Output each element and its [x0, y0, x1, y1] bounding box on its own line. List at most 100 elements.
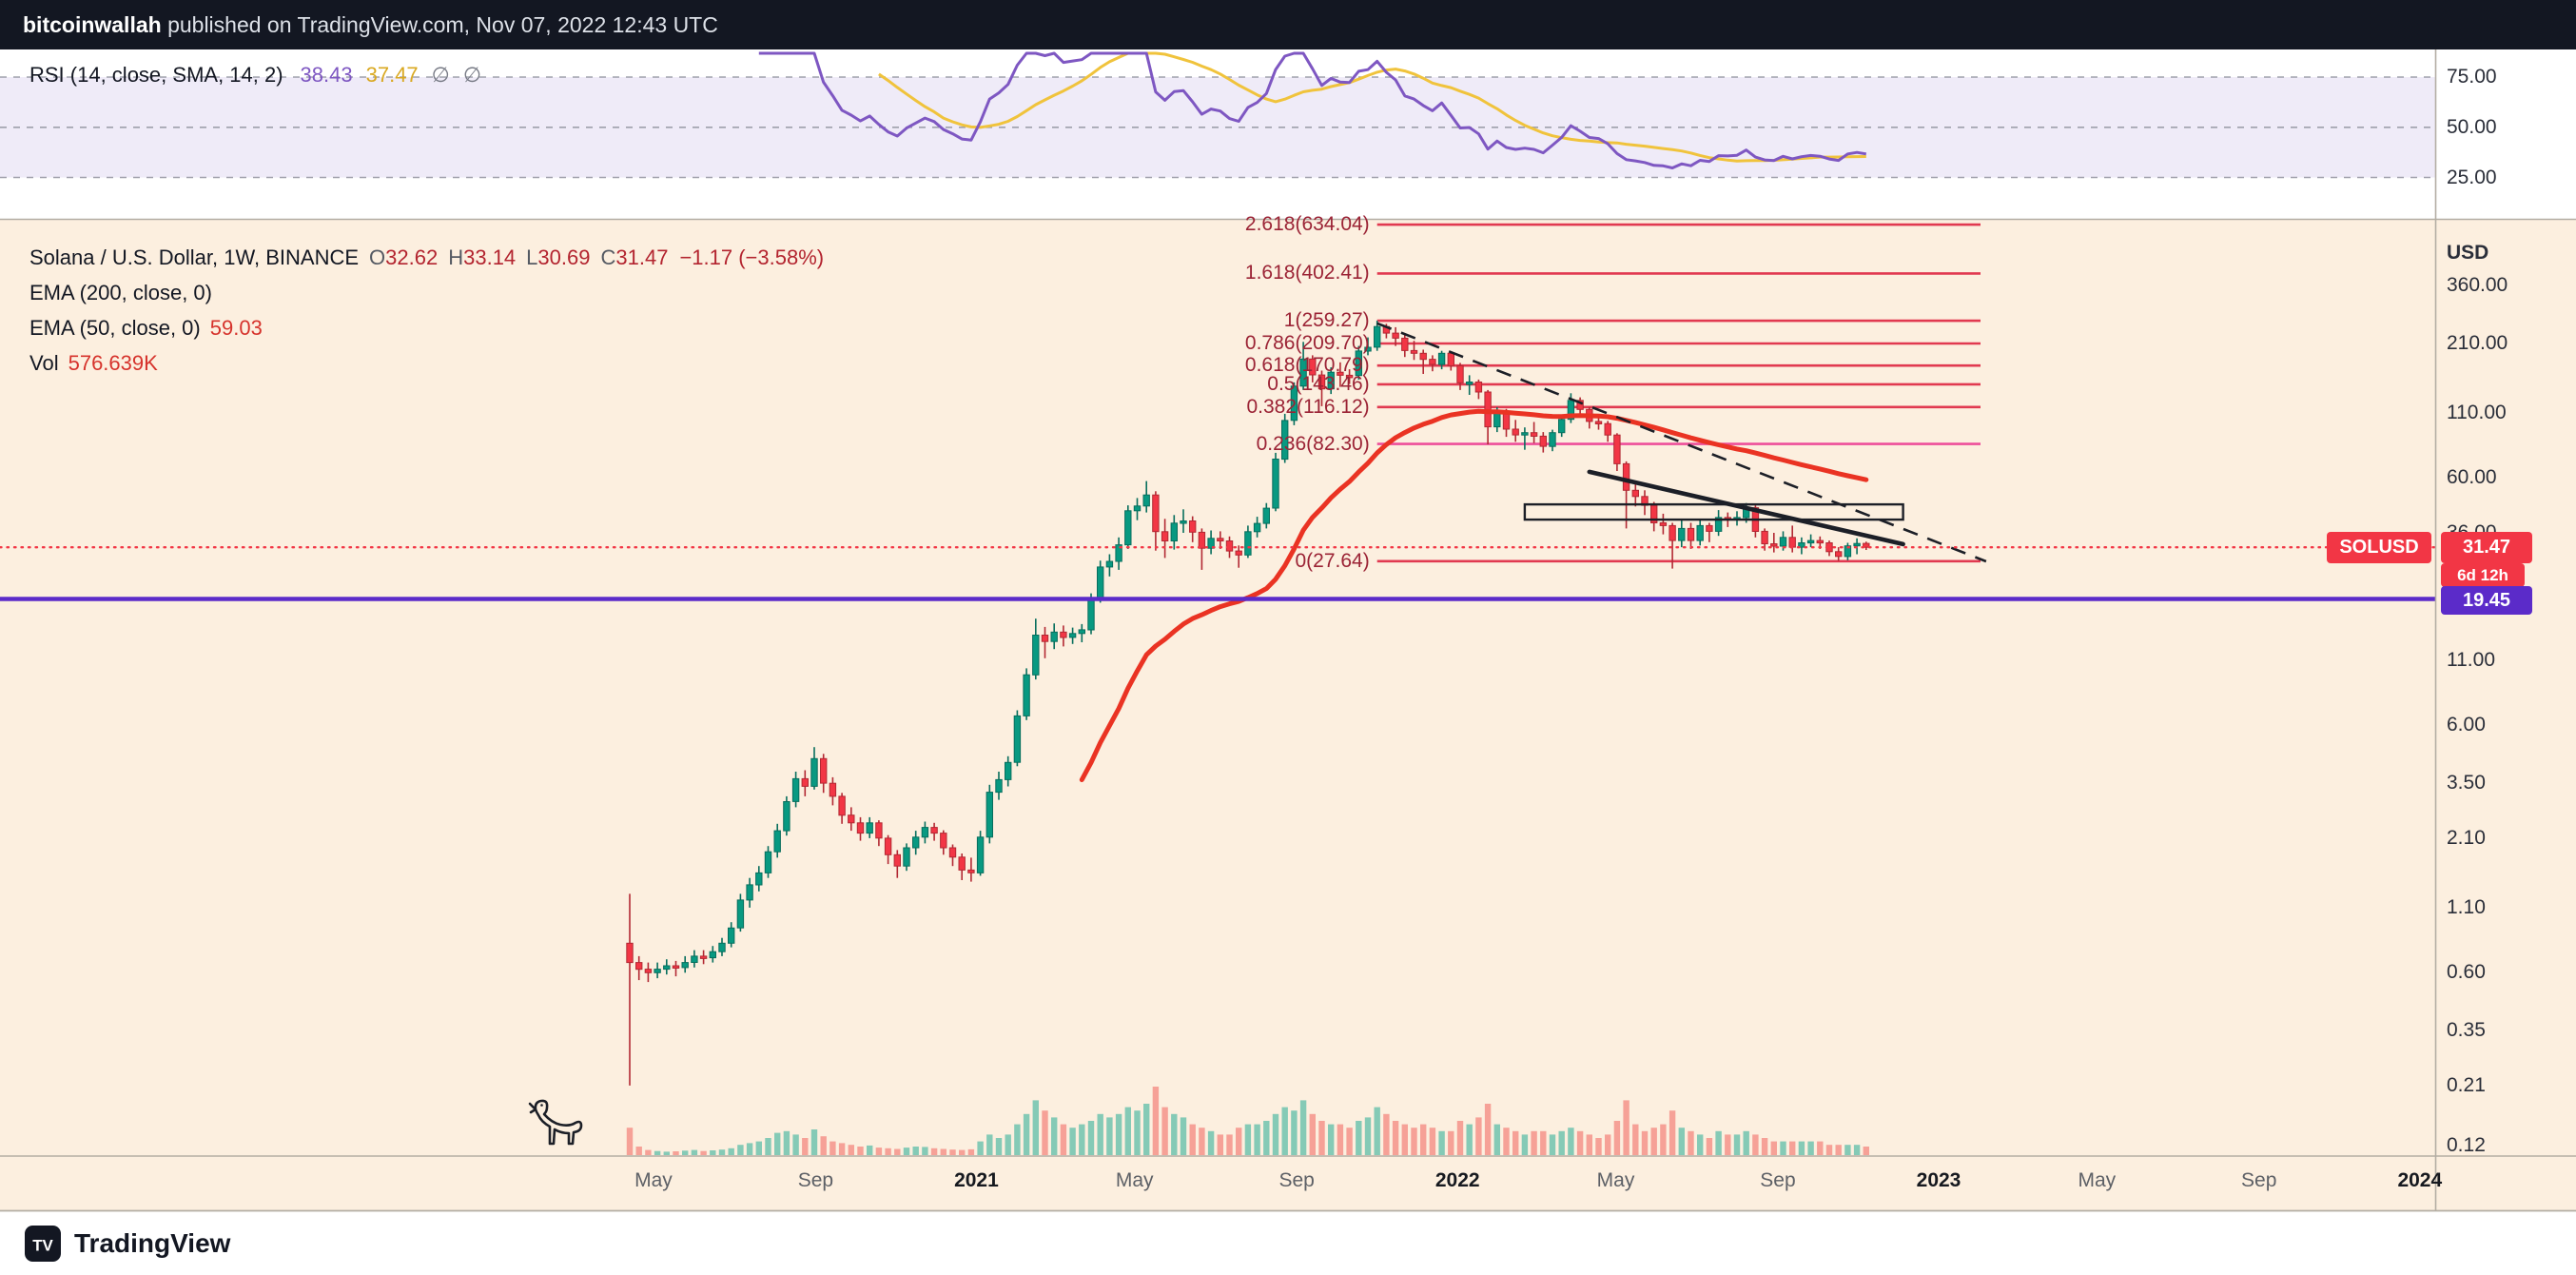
trendline-drawing — [1587, 469, 1905, 547]
candle-body — [1669, 524, 1676, 541]
volume-bar — [1124, 1107, 1131, 1155]
volume-bar — [1272, 1113, 1279, 1155]
candle-body — [884, 837, 892, 855]
volume-bar — [810, 1129, 818, 1155]
volume-bar — [1697, 1134, 1704, 1155]
volume-bar — [737, 1145, 744, 1155]
volume-bar — [1641, 1130, 1649, 1155]
price-axis[interactable] — [2435, 49, 2576, 1156]
volume-bar — [986, 1134, 993, 1155]
volume-bar — [1438, 1130, 1445, 1155]
volume-bar — [718, 1149, 726, 1155]
candle-body — [1097, 566, 1104, 599]
candle-body — [1696, 524, 1704, 541]
volume-bar — [885, 1148, 891, 1155]
candle-body — [1198, 531, 1206, 549]
candle-body — [1217, 538, 1224, 541]
volume-bar — [1613, 1121, 1621, 1155]
volume-bar — [1669, 1110, 1676, 1155]
volume-bar — [1134, 1110, 1141, 1155]
volume-bar — [1761, 1138, 1768, 1155]
volume-bar — [1605, 1134, 1611, 1155]
volume-bar — [940, 1148, 946, 1155]
candle-body — [1244, 531, 1252, 556]
volume-bar — [1807, 1141, 1814, 1155]
candle-body — [635, 962, 643, 971]
candle-body — [1235, 550, 1242, 556]
candle-body — [1013, 715, 1022, 763]
volume-bar — [1540, 1130, 1547, 1155]
candle-body — [1374, 325, 1381, 348]
publisher-username: bitcoinwallah — [23, 12, 162, 37]
candle-body — [764, 851, 772, 873]
volume-bar — [700, 1150, 707, 1155]
candle-body — [1161, 531, 1169, 541]
candle-body — [1613, 434, 1621, 464]
candle-body — [976, 836, 985, 873]
volume-bar — [1079, 1124, 1085, 1155]
candle-body — [1078, 629, 1085, 635]
candle-body — [736, 899, 745, 929]
volume-bar — [894, 1148, 901, 1155]
volume-bar — [1770, 1141, 1777, 1155]
candle-body — [1087, 598, 1095, 631]
volume-bar — [1503, 1128, 1510, 1155]
candle-body — [1401, 337, 1409, 351]
volume-bar — [1844, 1145, 1851, 1155]
volume-bar — [1097, 1113, 1103, 1155]
candle-body — [1770, 543, 1778, 547]
volume-bar — [1217, 1134, 1223, 1155]
candle-body — [1050, 631, 1058, 642]
volume-bar — [1798, 1141, 1805, 1155]
candle-body — [940, 833, 947, 849]
volume-bar — [1715, 1130, 1722, 1155]
volume-bar — [1835, 1145, 1842, 1155]
candle-body — [967, 869, 975, 873]
chart-canvas[interactable] — [0, 49, 2576, 1212]
volume-bar — [1586, 1134, 1592, 1155]
volume-bar — [1650, 1128, 1657, 1155]
candle-body — [783, 801, 790, 832]
candle-body — [930, 827, 938, 834]
volume-bar — [1060, 1124, 1067, 1155]
candle-body — [1299, 358, 1307, 387]
volume-bar — [867, 1145, 873, 1155]
volume-bar — [1568, 1128, 1574, 1155]
volume-bar — [728, 1148, 734, 1155]
volume-bar — [1374, 1107, 1380, 1155]
candle-body — [654, 969, 661, 973]
candle-body — [838, 795, 846, 816]
candle-body — [1714, 517, 1723, 532]
volume-bar — [1161, 1107, 1168, 1155]
volume-bar — [1152, 1087, 1160, 1155]
volume-bar — [1493, 1124, 1500, 1155]
volume-bar — [1595, 1138, 1602, 1155]
volume-bar — [967, 1148, 975, 1155]
volume-bar — [875, 1148, 883, 1155]
volume-bar — [1318, 1121, 1325, 1155]
volume-bar — [1364, 1117, 1372, 1155]
volume-bar — [1456, 1121, 1464, 1155]
volume-bar — [903, 1148, 910, 1155]
candle-body — [1512, 428, 1519, 436]
volume-bar — [774, 1132, 781, 1155]
volume-bar — [1087, 1121, 1095, 1155]
volume-bar — [829, 1141, 836, 1155]
volume-bar — [995, 1138, 1003, 1155]
volume-bar — [654, 1150, 661, 1155]
candle-body — [1594, 421, 1603, 424]
candle-body — [912, 836, 920, 849]
volume-bar — [1171, 1113, 1178, 1155]
volume-bar — [1411, 1128, 1417, 1155]
volume-bar — [1392, 1121, 1399, 1155]
time-axis[interactable] — [0, 1156, 2435, 1211]
volume-bar — [1549, 1134, 1556, 1155]
volume-bar — [1817, 1141, 1824, 1155]
candle-body — [1466, 382, 1473, 385]
volume-bar — [1475, 1117, 1482, 1155]
candle-body — [1604, 422, 1611, 436]
rsi-line — [758, 51, 1867, 169]
candle-body — [1761, 530, 1768, 545]
volume-bar — [755, 1141, 762, 1155]
volume-bar — [1337, 1124, 1344, 1155]
